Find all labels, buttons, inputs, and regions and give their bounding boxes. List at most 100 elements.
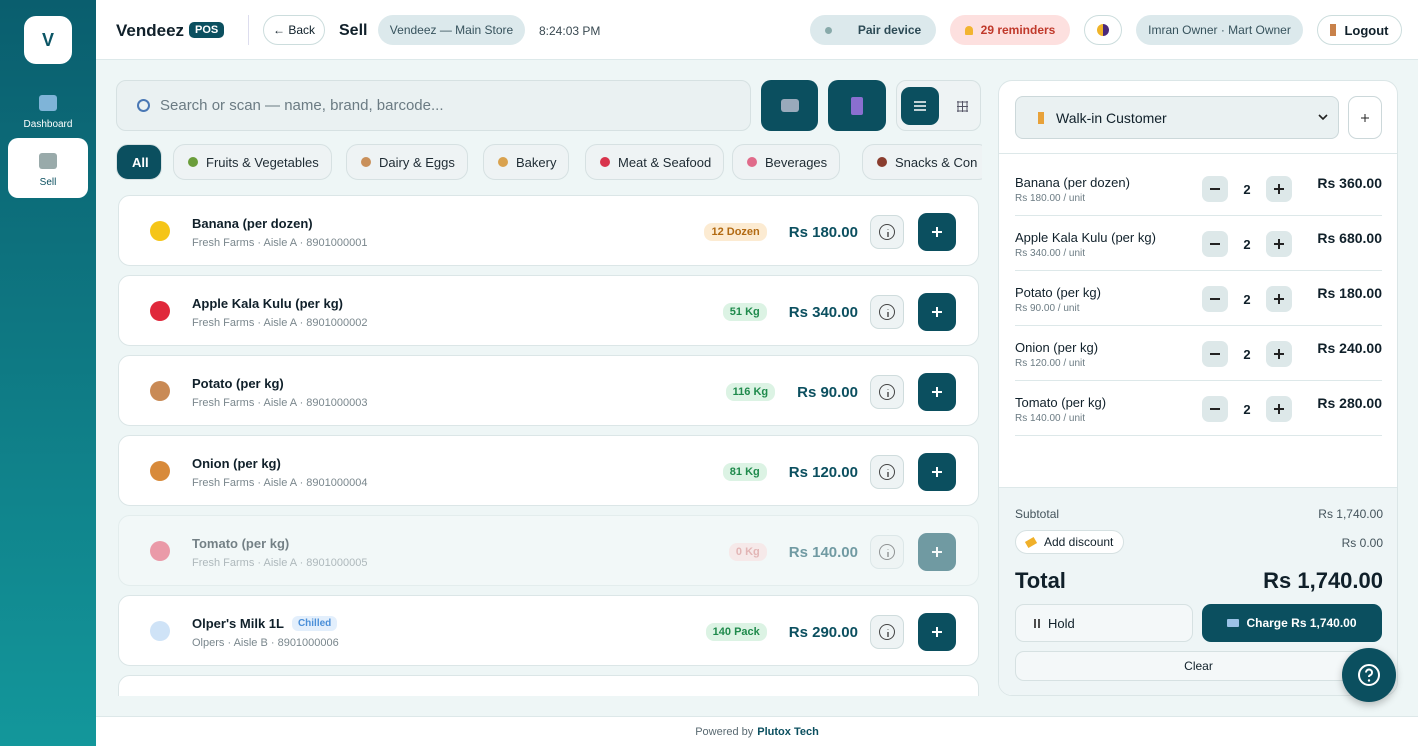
info-button[interactable]	[870, 535, 904, 569]
product-meta: Fresh Farms · Aisle A · 8901000004	[192, 477, 368, 489]
add-button[interactable]	[918, 373, 956, 411]
category-chip[interactable]: Meat & Seafood	[585, 144, 725, 180]
search-box[interactable]: Search or scan — name, brand, barcode...	[116, 80, 751, 131]
clear-button[interactable]: Clear	[1015, 651, 1382, 681]
product-name: Olper's Milk 1L	[192, 616, 284, 631]
increase-button[interactable]	[1266, 176, 1292, 202]
product-title: Apple Kala Kulu (per kg)	[192, 296, 343, 311]
total: Rs 1,740.00	[1263, 568, 1383, 593]
increase-button[interactable]	[1266, 341, 1292, 367]
minus-icon	[1210, 243, 1220, 245]
category-chip[interactable]: Snacks & Con	[862, 144, 982, 180]
quantity: 2	[1243, 182, 1251, 197]
decrease-button[interactable]	[1202, 396, 1228, 422]
product-meta: Olpers · Aisle B · 8901000006	[192, 637, 339, 649]
stock-badge: 51 Kg	[722, 303, 767, 321]
increase-button[interactable]	[1266, 396, 1292, 422]
cart-item: Potato (per kg) Rs 90.00 / unit 2 Rs 180.00	[1015, 271, 1382, 326]
reminders-label: 29 reminders	[980, 23, 1056, 37]
quantity: 2	[1243, 347, 1251, 362]
info-button[interactable]	[870, 455, 904, 489]
camera-button[interactable]	[761, 80, 818, 131]
pair-device[interactable]: Pair device	[810, 15, 936, 45]
door-icon	[1330, 24, 1337, 36]
add-button[interactable]	[918, 293, 956, 331]
decrease-button[interactable]	[1202, 286, 1228, 312]
product-row[interactable]: Onion (per kg) Fresh Farms · Aisle A · 89…	[118, 435, 979, 506]
item-unit: Rs 140.00 / unit	[1015, 413, 1086, 424]
summary: Subtotal Rs 1,740.00 Add discount Rs 0.0…	[999, 487, 1397, 695]
increase-button[interactable]	[1266, 231, 1292, 257]
add-button[interactable]	[918, 453, 956, 491]
info-button[interactable]	[870, 375, 904, 409]
product-row[interactable]: Apple Kala Kulu (per kg) Fresh Farms · Ai…	[118, 275, 979, 346]
logo[interactable]: V	[24, 16, 72, 64]
category-chip[interactable]: Bakery	[483, 144, 570, 180]
product-row[interactable]: Tomato (per kg) Fresh Farms · Aisle A · 8…	[118, 515, 979, 586]
item-total: Rs 180.00	[1317, 285, 1382, 301]
add-button[interactable]	[918, 533, 956, 571]
category-chip[interactable]: Fruits & Vegetables	[173, 144, 332, 180]
item-name: Banana (per dozen)	[1015, 175, 1130, 190]
theme-toggle[interactable]	[1084, 15, 1122, 45]
clock: 8:24:03 PM	[539, 24, 601, 38]
product-icon	[150, 381, 170, 401]
nav-sell[interactable]: Sell	[8, 138, 88, 198]
plus-icon	[1274, 184, 1284, 194]
item-name: Potato (per kg)	[1015, 285, 1101, 300]
increase-button[interactable]	[1266, 286, 1292, 312]
plus-icon	[1274, 294, 1284, 304]
product-meta: Fresh Farms · Aisle A · 8901000001	[192, 237, 368, 249]
hold-button[interactable]: Hold	[1015, 604, 1193, 642]
plus-icon	[932, 387, 942, 397]
back-button[interactable]: ← Back	[263, 15, 325, 45]
category-chip[interactable]: Beverages	[732, 144, 841, 180]
stock-badge: 116 Kg	[725, 383, 776, 401]
product-actions: 0 Kg Rs 140.00	[728, 533, 956, 571]
add-discount[interactable]: Add discount	[1015, 530, 1125, 554]
product-row[interactable]: Olper's Milk 1L Chilled Olpers · Aisle B ·…	[118, 595, 979, 666]
pair-label: Pair device	[857, 23, 922, 37]
add-customer[interactable]	[1348, 96, 1382, 139]
category-chip[interactable]: Dairy & Eggs	[346, 144, 468, 180]
product-row[interactable]: Banana (per dozen) Fresh Farms · Aisle A …	[118, 195, 979, 266]
list-view[interactable]	[901, 87, 939, 125]
grid-view[interactable]	[943, 87, 981, 125]
category-chip[interactable]: All	[116, 144, 162, 180]
charge-button[interactable]: Charge Rs 1,740.00	[1202, 604, 1382, 642]
plus-icon	[1274, 349, 1284, 359]
hold-label: Hold	[1048, 615, 1075, 631]
cart-item: Banana (per dozen) Rs 180.00 / unit 2 Rs 36…	[1015, 161, 1382, 216]
price: Rs 90.00	[797, 383, 858, 401]
logout[interactable]: Logout	[1317, 15, 1402, 45]
grid-icon	[956, 100, 968, 112]
customer-select[interactable]: Walk-in Customer	[1015, 96, 1339, 139]
nav-dashboard[interactable]: Dashboard	[8, 80, 88, 140]
info-icon	[879, 464, 895, 480]
reminders[interactable]: 29 reminders	[950, 15, 1070, 45]
store[interactable]: Vendeez — Main Store	[378, 15, 525, 45]
add-button[interactable]	[918, 613, 956, 651]
info-button[interactable]	[870, 615, 904, 649]
add-button[interactable]	[918, 213, 956, 251]
help-button[interactable]	[1342, 648, 1396, 702]
decrease-button[interactable]	[1202, 231, 1228, 257]
product-name: Apple Kala Kulu (per kg)	[192, 296, 343, 311]
category-label: Beverages	[765, 154, 828, 170]
decrease-button[interactable]	[1202, 176, 1228, 202]
keypad-button[interactable]	[828, 80, 886, 131]
product-title: Potato (per kg)	[192, 376, 284, 391]
info-button[interactable]	[870, 295, 904, 329]
user[interactable]: Imran Owner · Mart Owner	[1136, 15, 1303, 45]
decrease-button[interactable]	[1202, 341, 1228, 367]
bell	[964, 25, 973, 35]
cart-item: Tomato (per kg) Rs 140.00 / unit 2 Rs 280.0…	[1015, 381, 1382, 436]
price: Rs 340.00	[788, 303, 858, 321]
subtotal: Rs 1,740.00	[1318, 507, 1383, 521]
info-button[interactable]	[870, 215, 904, 249]
camera-icon	[780, 99, 799, 112]
product-row[interactable]: Potato (per kg) Fresh Farms · Aisle A · 8…	[118, 355, 979, 426]
cart-panel: Walk-in Customer Banana (per dozen) Rs 18…	[998, 80, 1398, 696]
product-actions: 140 Pack Rs 290.00	[705, 613, 956, 651]
